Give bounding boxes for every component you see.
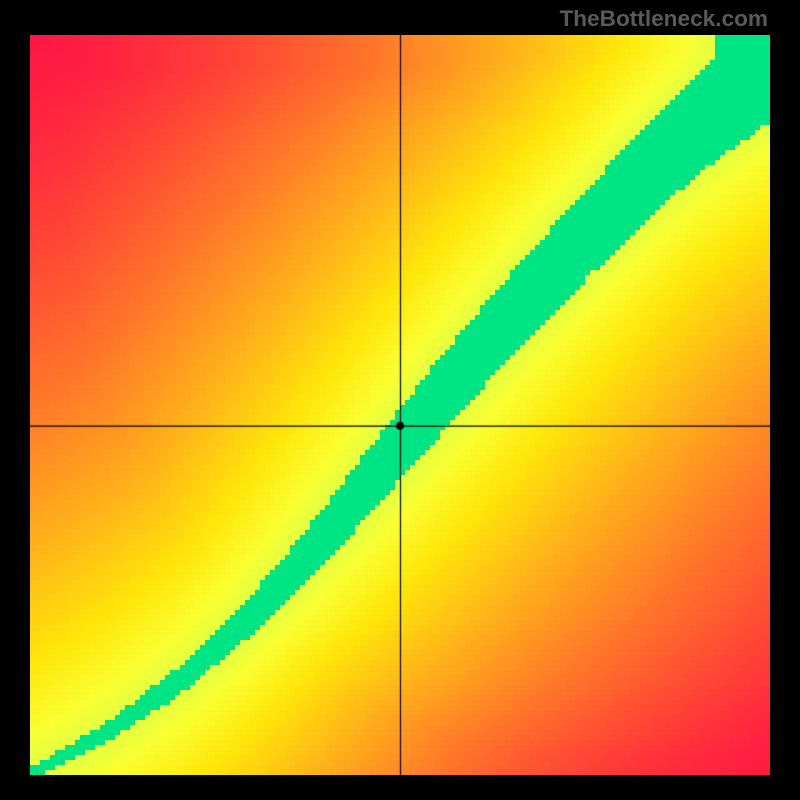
chart-container: TheBottleneck.com <box>0 0 800 800</box>
bottleneck-heatmap <box>30 35 770 775</box>
watermark-text: TheBottleneck.com <box>559 6 768 32</box>
